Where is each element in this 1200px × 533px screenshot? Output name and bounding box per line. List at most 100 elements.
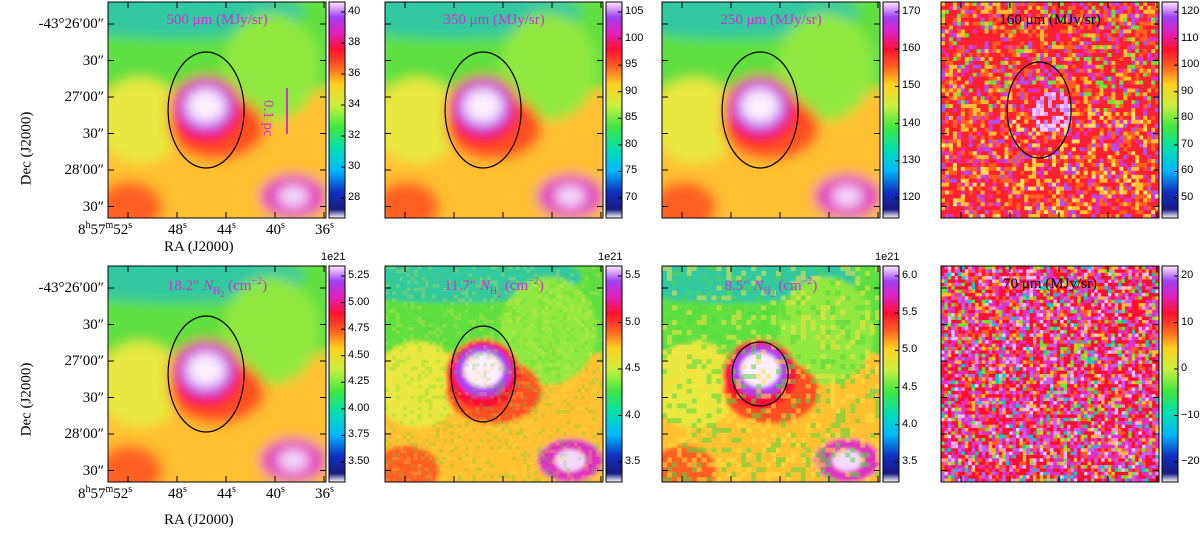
colorbar-tick-label: 4.0 [625,408,641,421]
panel-title: 250 μm (MJy/sr) [720,12,822,28]
colorbar-tick-label: 70 [625,191,638,203]
panel-title: 350 μm (MJy/sr) [443,12,545,28]
colorbar-tick-label: 5.0 [902,343,918,356]
aperture-ellipse [450,325,516,423]
dec-tick-label: 27′00″ [64,353,104,369]
panel-title: 8.5″ NH2 (cm−2) [724,276,818,299]
colorbar [605,1,623,219]
scale-bar-label: 0.1 pc [260,100,276,137]
aperture-ellipse [444,51,522,169]
colorbar-tick-label: 4.25 [348,375,370,388]
colorbar-tick-label: 4.50 [348,348,370,361]
ra-tick-label: 44s [217,484,236,502]
colorbar [1161,1,1179,219]
colorbar-tick-label: 100 [1181,58,1200,71]
colorbar-tick-label: 150 [902,79,921,92]
colorbar-tick-label: 3.50 [348,455,370,467]
colorbar-tick-label: 36 [348,67,361,79]
map-panel-1 [107,1,346,219]
panel-title: 11.7″ NH2 (cm−2) [444,276,544,299]
ra-axis-label-top: RA (J2000) [164,239,234,255]
colorbar-tick-label: 75 [625,164,638,177]
aperture-ellipse [167,315,245,433]
map-panel-7 [661,265,900,483]
ra-tick-label: 48s [168,220,187,238]
dec-tick-label: 27′00″ [64,89,104,105]
dec-tick-label: 30″ [82,52,104,69]
colorbar-exponent: 1e21 [598,251,623,263]
colorbar-tick-label: 4.00 [348,401,370,414]
panel-title: 500 μm (MJy/sr) [166,12,268,28]
map-panel-8 [940,265,1179,483]
ra-tick-label: 48s [168,484,187,502]
ra-tick-label: 36s [315,220,334,238]
colorbar-tick-label: 0 [1181,362,1188,374]
dec-axis-label-bottom: Dec (J2000) [18,362,35,437]
dec-tick-label: -43°26′00″ [38,280,104,296]
colorbar [882,265,900,483]
colorbar-tick-label: 140 [902,116,921,129]
colorbar-tick-label: 130 [902,153,921,166]
aperture-ellipse [167,51,245,169]
colorbar-tick-label: 28 [348,191,361,203]
map-panel-4 [940,1,1179,219]
ra-tick-label: 40s [266,220,285,238]
colorbar-tick-label: 3.5 [902,455,918,467]
colorbar-tick-label: 90 [625,84,638,97]
colorbar-exponent: 1e21 [321,251,346,263]
colorbar-tick-label: 4.5 [625,362,641,374]
colorbar-tick-label: 120 [902,191,921,203]
colorbar-tick-label: 30 [348,160,361,172]
colorbar-tick-label: 5.0 [625,315,641,328]
colorbar-tick-label: 3.5 [625,455,641,467]
colorbar [328,265,346,483]
colorbar-tick-label: 170 [902,5,921,17]
ra-tick-label: 8h57m52s [78,220,133,238]
ra-tick-label: 44s [217,220,236,238]
colorbar-exponent: 1e21 [875,251,900,263]
map-panel-5 [107,265,346,483]
colorbar-tick-label: 80 [1181,111,1194,124]
ra-tick-label: 40s [266,484,285,502]
dec-tick-label: 30″ [82,462,104,479]
colorbar-tick-label: 3.75 [348,428,370,441]
colorbar [328,1,346,219]
colorbar-tick-label: 50 [1181,191,1194,203]
colorbar-tick-label: 4.75 [348,322,370,335]
panel-title: 70 μm (MJy/sr) [1003,276,1097,292]
colorbar [605,265,623,483]
ra-tick-label: 8h57m52s [78,484,133,502]
colorbar-tick-label: 5.5 [902,306,918,319]
colorbar-tick-label: 160 [902,42,921,55]
colorbar-tick-label: 105 [625,5,644,17]
colorbar-tick-label: 90 [1181,84,1194,97]
aperture-ellipse [731,341,789,407]
colorbar-tick-label: 60 [1181,164,1194,177]
map-panel-6 [384,265,623,483]
dec-tick-label: 28′00″ [64,162,104,178]
colorbar-tick-label: 95 [625,58,638,71]
dec-tick-label: 30″ [82,125,104,142]
colorbar-tick-label: 110 [1181,31,1199,44]
panel-title: 18.2″ NH2 (cm−2) [166,276,268,299]
colorbar-tick-label: −20 [1181,455,1200,467]
dec-tick-label: -43°26′00″ [38,16,104,32]
colorbar-tick-label: 120 [1181,5,1200,17]
colorbar-tick-label: 20 [1181,269,1194,281]
colorbar-tick-label: −10 [1181,408,1200,421]
dec-tick-label: 30″ [82,389,104,406]
colorbar-tick-label: 38 [348,36,361,48]
colorbar-tick-label: 85 [625,111,638,124]
panel-title: 160 μm (MJy/sr) [999,12,1101,28]
dec-axis-label-top: Dec (J2000) [18,111,35,186]
ra-axis-label-bottom: RA (J2000) [164,512,234,528]
ra-tick-label: 36s [315,484,334,502]
colorbar-tick-label: 34 [348,98,361,110]
colorbar-tick-label: 5.00 [348,295,370,308]
colorbar [1161,265,1179,483]
dec-tick-label: 28′00″ [64,426,104,442]
colorbar-tick-label: 5.25 [348,269,370,281]
colorbar-tick-label: 6.0 [902,269,918,281]
colorbar-tick-label: 80 [625,137,638,150]
